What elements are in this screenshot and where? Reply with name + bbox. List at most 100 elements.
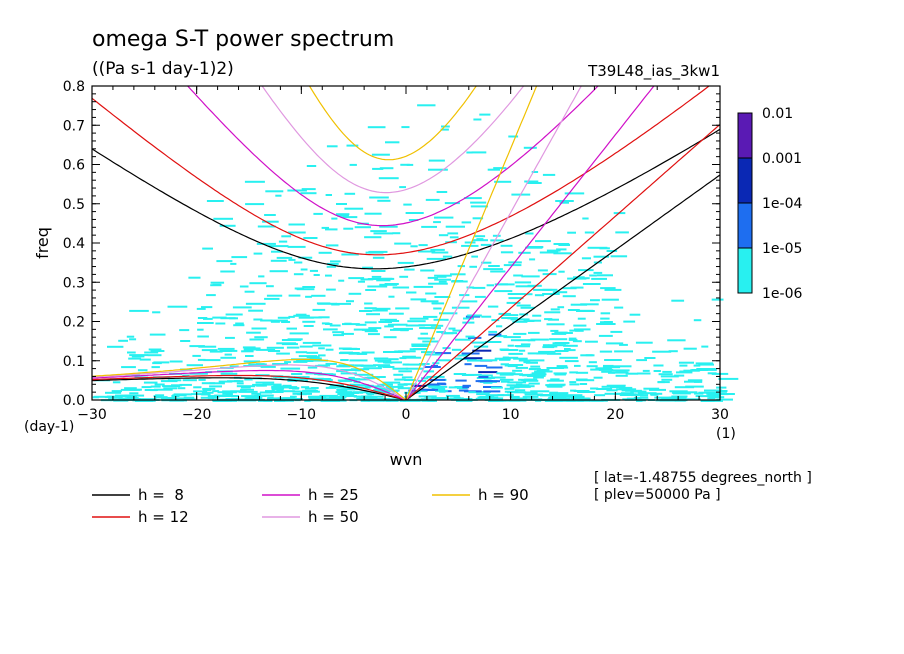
heatmap-cell (547, 385, 563, 388)
heatmap-cell (421, 225, 437, 228)
heatmap-cell (527, 352, 544, 355)
heatmap-cell (578, 269, 594, 272)
heatmap-cell (454, 386, 468, 388)
heatmap-cell (564, 360, 579, 363)
heatmap-cell (554, 350, 569, 352)
heatmap-cell (131, 355, 145, 358)
heatmap-cell (525, 320, 535, 322)
heatmap-cell (512, 369, 522, 372)
heatmap-cell (320, 399, 331, 402)
heatmap-cell (451, 348, 462, 351)
heatmap-cell (421, 399, 437, 402)
heatmap-cell (590, 299, 600, 302)
heatmap-cell (613, 365, 632, 368)
heatmap-cell (275, 194, 282, 197)
heatmap-cell (212, 390, 220, 393)
heatmap-cell (542, 293, 560, 295)
heatmap-cell (451, 280, 464, 282)
heatmap-cell (463, 197, 482, 200)
heatmap-cell (419, 363, 430, 365)
dispersion-curve-ig (261, 86, 525, 194)
heatmap-cell (432, 302, 445, 305)
heatmap-cell (193, 386, 202, 389)
dispersion-curve-kelvin (405, 123, 720, 400)
heatmap-cell (440, 128, 449, 131)
dispersion-curve-er (92, 377, 407, 400)
heatmap-cell (693, 364, 701, 367)
heatmap-cell (350, 347, 358, 350)
heatmap-cell (388, 295, 395, 298)
heatmap-cell (104, 396, 123, 399)
heatmap-cell (362, 266, 373, 269)
heatmap-cell (397, 261, 414, 264)
heatmap-cell (528, 331, 540, 334)
heatmap-cell (524, 180, 539, 183)
heatmap-cell (337, 214, 349, 217)
heatmap-cell (219, 224, 236, 227)
heatmap-cell (593, 376, 603, 379)
heatmap-cell (567, 231, 576, 234)
heatmap-cell (426, 257, 447, 260)
colorbar-label: 1e-05 (762, 241, 802, 257)
heatmap-cell (569, 329, 580, 332)
heatmap-cell (209, 385, 222, 388)
dispersion-curve-ig (92, 86, 711, 256)
heatmap-cell (367, 399, 385, 402)
y-tick-label: 0.4 (63, 236, 85, 252)
dispersion-curve-ig (308, 86, 478, 161)
heatmap-cell (554, 373, 566, 376)
heatmap-cell (469, 265, 477, 268)
heatmap-cell (203, 359, 221, 362)
heatmap-cell (408, 219, 419, 221)
heatmap-cell (499, 373, 514, 376)
heatmap-cell (316, 379, 333, 382)
heatmap-cell (335, 302, 351, 305)
heatmap-cell (349, 359, 368, 362)
heatmap-cell (636, 359, 647, 362)
heatmap-cell (573, 324, 587, 327)
heatmap-cell (263, 400, 273, 402)
heatmap-cell (685, 385, 704, 388)
heatmap-cell (302, 376, 310, 379)
heatmap-cell (428, 159, 445, 162)
heatmap-cell (212, 283, 222, 286)
heatmap-cell (313, 212, 323, 215)
heatmap-cell (323, 328, 338, 331)
heatmap-cell (596, 274, 613, 277)
heatmap-cell (317, 364, 331, 367)
heatmap-cell (500, 380, 510, 383)
heatmap-cell (246, 396, 256, 399)
axis-ticks: −30 −20 −10 0 10 20 30 0.0 0.1 0.2 0.3 0.4 0.5 0.6 0.7… (63, 79, 729, 423)
heatmap-cell (300, 268, 308, 271)
heatmap-cell (528, 368, 536, 371)
heatmap-cell (312, 308, 326, 311)
heatmap-cell (544, 311, 561, 314)
x-tick-label: 30 (711, 407, 729, 423)
heatmap-cell (392, 286, 410, 289)
heatmap-cell (319, 394, 338, 397)
heatmap-cell (337, 379, 358, 382)
heatmap-cell (580, 303, 599, 306)
heatmap-cell (284, 361, 292, 364)
heatmap-cell (452, 329, 463, 332)
heatmap-cell (449, 236, 459, 239)
heatmap-cell (303, 325, 314, 327)
heatmap-cell (190, 393, 211, 396)
heatmap-cell (614, 306, 624, 309)
heatmap-cell (349, 163, 357, 166)
heatmap-cell (604, 392, 624, 395)
y-tick-label: 0.8 (63, 79, 85, 95)
heatmap-cell (198, 378, 206, 381)
heatmap-cell (331, 395, 340, 398)
heatmap-cell (258, 275, 265, 278)
heatmap-cell (239, 285, 249, 288)
heatmap-cell (516, 304, 531, 307)
heatmap-cell (266, 294, 283, 297)
heatmap-cell (301, 386, 310, 389)
heatmap-cell (530, 365, 541, 368)
heatmap-cell (343, 365, 354, 368)
heatmap-cell (377, 199, 391, 202)
colorbar-label: 1e-04 (762, 196, 802, 212)
legend-label: h = 25 (308, 486, 359, 504)
heatmap-cell (674, 374, 685, 377)
